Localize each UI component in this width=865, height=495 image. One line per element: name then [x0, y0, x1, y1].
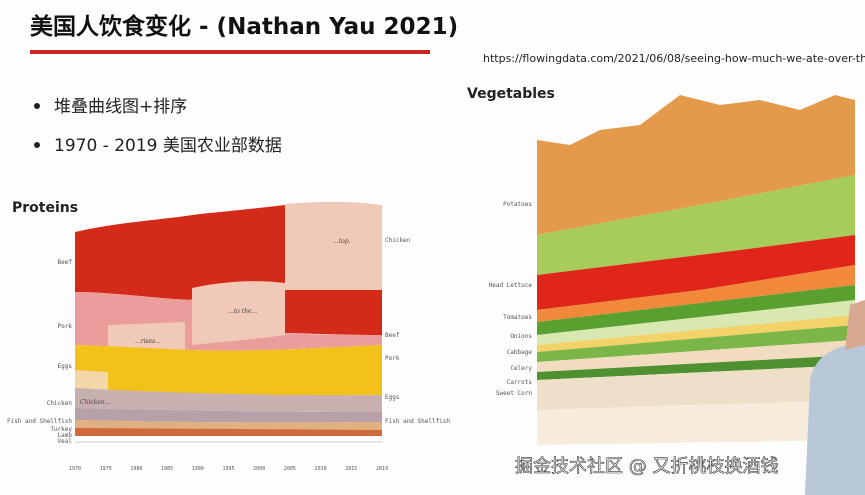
- x-tick-label: 1970: [69, 466, 81, 472]
- series-label: Turkey: [50, 426, 72, 433]
- band: [537, 265, 855, 322]
- series-label: Fish and Shellfish: [385, 418, 450, 425]
- x-tick-label: 1995: [222, 466, 234, 472]
- bullet-dot: [34, 142, 40, 148]
- series-label: Veal: [58, 438, 73, 445]
- presenter: [805, 300, 865, 495]
- series-label: Tomatoes: [503, 314, 532, 321]
- series-label: Beef: [58, 259, 73, 266]
- band: [537, 300, 855, 345]
- band: [75, 420, 382, 431]
- annotation: ...rises...: [135, 338, 161, 345]
- x-tick-label: 2000: [253, 466, 265, 472]
- x-tick-label: 1980: [130, 466, 142, 472]
- proteins-figure: Proteins Beef Pork Eggs Chicken Fish and…: [7, 200, 450, 445]
- series-label: Carrots: [507, 379, 533, 386]
- bullet-dot: [34, 103, 40, 109]
- series-label: Potatoes: [503, 201, 532, 208]
- x-tick-label: 2010: [315, 466, 327, 472]
- title-underline: [30, 50, 430, 54]
- band: [75, 428, 382, 436]
- annotation: Chicken...: [80, 399, 111, 406]
- x-tick-label: 1975: [100, 466, 112, 472]
- figure-title: Proteins: [12, 200, 78, 216]
- band: [537, 365, 855, 410]
- x-ticks: 1970 1975 1980 1985 1990 1995 2000 2005 2010 2015…: [69, 466, 388, 472]
- slide-title: 美国人饮食变化 - (Nathan Yau 2021): [30, 13, 458, 40]
- figure-title: Vegetables: [467, 86, 555, 102]
- band: [537, 175, 855, 275]
- series-label: Chicken: [47, 400, 73, 407]
- vegetables-figure: Vegetables Potatoes Head Lettuce Tomatoe…: [467, 86, 855, 445]
- series-label: Celery: [510, 365, 532, 372]
- source-url: https://flowingdata.com/2021/06/08/seein…: [483, 52, 865, 65]
- band: [537, 285, 855, 335]
- series-label: Sweet Corn: [496, 390, 533, 397]
- x-tick-label: 2005: [284, 466, 296, 472]
- x-tick-label: 1990: [192, 466, 204, 472]
- bullet: 堆叠曲线图+排序: [54, 97, 187, 117]
- band: [537, 325, 855, 362]
- band: [75, 370, 108, 390]
- band: [537, 400, 855, 445]
- series-label: Head Lettuce: [489, 282, 533, 289]
- series-label: Fish and Shellfish: [7, 418, 72, 425]
- series-label: Eggs: [58, 363, 73, 370]
- series-label: Eggs: [385, 394, 400, 401]
- x-tick-label: 2019: [376, 466, 388, 472]
- band: [285, 201, 382, 290]
- annotation: ...top.: [333, 238, 351, 245]
- series-label: Pork: [58, 323, 73, 330]
- series-label: Pork: [385, 355, 400, 362]
- series-label: Lamb: [58, 432, 73, 439]
- x-tick-label: 1985: [161, 466, 173, 472]
- band: [75, 345, 382, 396]
- annotation: ...to the...: [228, 308, 257, 315]
- bullet: 1970 - 2019 美国农业部数据: [54, 136, 282, 156]
- band: [75, 388, 382, 412]
- band: [537, 315, 855, 352]
- band: [537, 235, 855, 310]
- series-label: Onions: [510, 333, 532, 340]
- band: [192, 281, 285, 345]
- band: [537, 95, 855, 235]
- watermark: 掘金技术社区 @ 又折桃枝换酒钱: [515, 456, 778, 477]
- series-label: Chicken: [385, 237, 411, 244]
- band: [537, 340, 855, 372]
- x-tick-label: 2015: [345, 466, 357, 472]
- series-label: Cabbage: [507, 349, 533, 356]
- band: [75, 408, 382, 423]
- series-label: Beef: [385, 332, 400, 339]
- band: [108, 322, 185, 355]
- band: [537, 355, 855, 380]
